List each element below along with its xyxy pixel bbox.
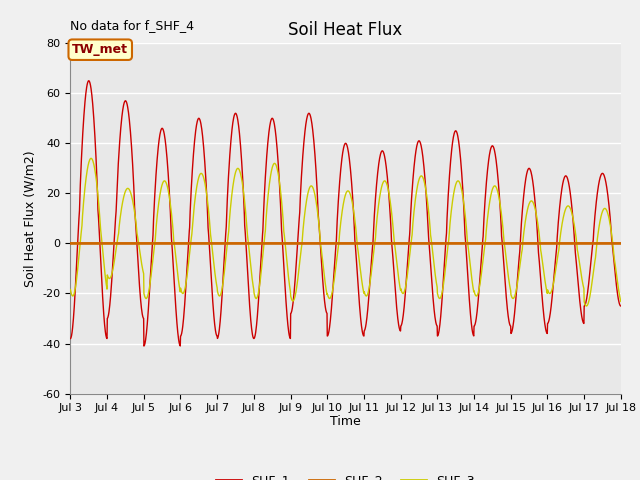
X-axis label: Time: Time bbox=[330, 415, 361, 428]
Title: Soil Heat Flux: Soil Heat Flux bbox=[289, 21, 403, 39]
Text: No data for f_SHF_4: No data for f_SHF_4 bbox=[70, 19, 195, 32]
Text: TW_met: TW_met bbox=[72, 43, 128, 56]
Y-axis label: Soil Heat Flux (W/m2): Soil Heat Flux (W/m2) bbox=[24, 150, 37, 287]
Legend: SHF_1, SHF_2, SHF_3: SHF_1, SHF_2, SHF_3 bbox=[211, 469, 480, 480]
